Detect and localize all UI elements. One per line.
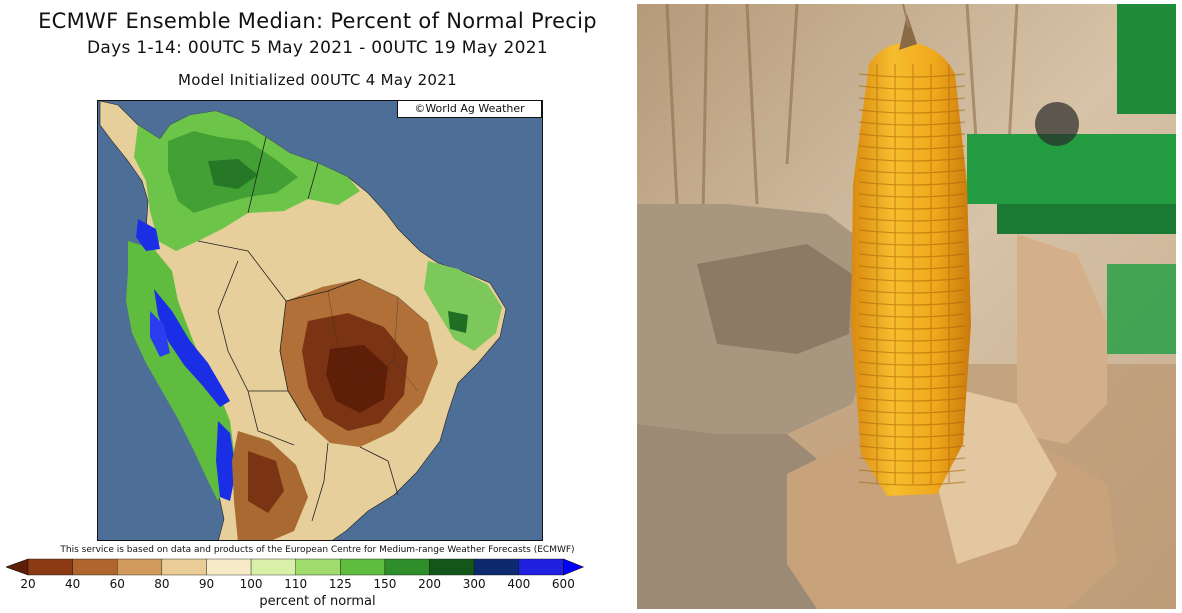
map-date-range: Days 1-14: 00UTC 5 May 2021 - 00UTC 19 M… [87, 38, 548, 58]
scale-tick-label: 110 [284, 577, 308, 591]
color-scale-bar [6, 558, 585, 576]
scale-tick-label: 125 [328, 577, 352, 591]
scale-swatch [250, 558, 296, 576]
scale-tick-label: 100 [239, 577, 263, 591]
scale-swatch [295, 558, 341, 576]
scale-swatch [161, 558, 207, 576]
scale-tick-label: 400 [507, 577, 531, 591]
corn-kernels [858, 64, 966, 486]
scale-tick-label: 90 [198, 577, 215, 591]
south-america-map [97, 100, 543, 541]
scale-tick-label: 80 [154, 577, 170, 591]
scale-swatch [518, 558, 564, 576]
scale-tick-label: 200 [418, 577, 441, 591]
precip-anomaly-map [98, 101, 542, 540]
scale-swatch [473, 558, 519, 576]
color-scale-ticks: 20 40 60 80 90 100 110 125 150 200 300 400 600 [0, 577, 635, 591]
scale-tick-label: 60 [109, 577, 125, 591]
scale-tick-label: 40 [64, 577, 81, 591]
scale-swatch [117, 558, 163, 576]
color-scale-title: percent of normal [259, 594, 376, 609]
scale-tick-label: 600 [551, 577, 575, 591]
scale-arrow-high [563, 558, 585, 576]
scale-tick-label: 150 [373, 577, 397, 591]
forecast-map-panel: ECMWF Ensemble Median: Percent of Normal… [0, 9, 635, 609]
scale-swatch [384, 558, 430, 576]
scale-swatch [206, 558, 252, 576]
scale-tick-label: 300 [462, 577, 486, 591]
map-initialized-label: Model Initialized 00UTC 4 May 2021 [178, 71, 457, 89]
scale-arrow-low [6, 558, 29, 576]
ecmwf-disclaimer: This service is based on data and produc… [60, 545, 575, 555]
map-title: ECMWF Ensemble Median: Percent of Normal… [38, 9, 597, 33]
tractor-icon [967, 4, 1176, 354]
corn-photo [637, 4, 1176, 609]
scale-swatch [340, 558, 386, 576]
scale-tick-label: 20 [20, 577, 36, 591]
scale-swatch [72, 558, 118, 576]
credit-label: ©World Ag Weather [397, 100, 542, 118]
corn-ear-image [637, 4, 1176, 609]
scale-swatch [429, 558, 475, 576]
scale-swatch [27, 558, 73, 576]
